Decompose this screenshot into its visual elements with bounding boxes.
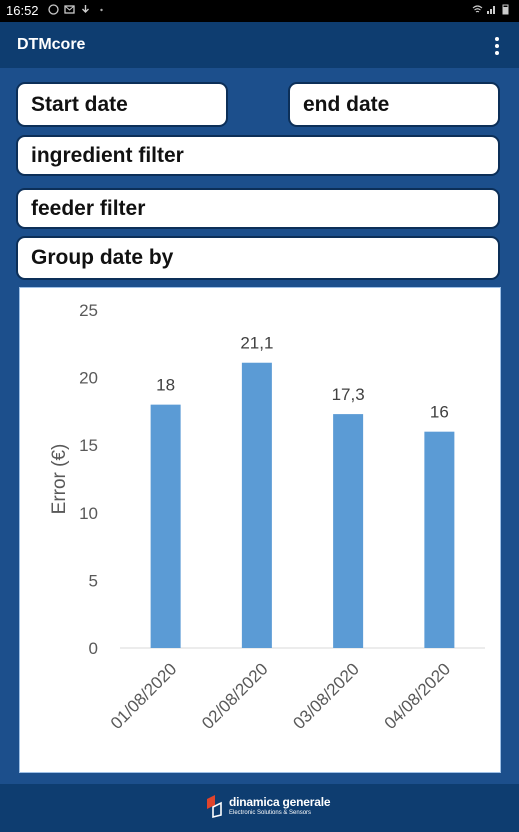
bar [150, 404, 181, 648]
feeder-filter-field[interactable]: feeder filter [16, 188, 500, 229]
data-label: 18 [156, 376, 175, 395]
app-bar: DTMcore [0, 22, 519, 68]
y-tick-label: 10 [79, 504, 98, 523]
app-title: DTMcore [17, 36, 86, 53]
status-right-icons [472, 4, 511, 15]
y-tick-label: 25 [79, 301, 98, 320]
app-notification-icon [48, 4, 59, 15]
bar [424, 431, 455, 648]
y-tick-label: 5 [89, 571, 98, 590]
dinamica-generale-logo: dinamica generale Electronic Solutions &… [203, 793, 331, 819]
battery-icon [502, 4, 509, 15]
x-tick-label: 04/08/2020 [381, 659, 455, 733]
y-tick-label: 20 [79, 369, 98, 388]
y-axis-title: Error (€) [49, 444, 70, 515]
dot-icon [100, 8, 103, 12]
group-date-by-field[interactable]: Group date by [16, 236, 500, 280]
status-time: 16:52 [6, 3, 39, 18]
wifi-icon [472, 5, 483, 13]
data-label: 16 [430, 403, 449, 422]
start-date-field[interactable]: Start date [16, 82, 228, 127]
logo-brand-text: dinamica generale [229, 795, 331, 809]
y-tick-label: 15 [79, 436, 98, 455]
x-tick-label: 02/08/2020 [198, 659, 272, 733]
status-left-icons [48, 4, 107, 15]
footer: dinamica generale Electronic Solutions &… [0, 784, 519, 832]
data-label: 17,3 [332, 385, 365, 404]
more-vert-icon[interactable] [493, 37, 501, 55]
download-icon [82, 5, 89, 13]
bar [333, 414, 364, 648]
bar [241, 362, 272, 648]
y-tick-label: 0 [89, 639, 98, 658]
mail-icon [64, 5, 75, 14]
ingredient-filter-field[interactable]: ingredient filter [16, 135, 500, 176]
end-date-field[interactable]: end date [288, 82, 500, 127]
error-bar-chart: 0 5 10 15 20 25 Error (€) 18 01/08/2020 21,1 02/08… [19, 287, 501, 773]
signal-icon [487, 6, 495, 14]
brand-logo-icon [207, 795, 222, 819]
chart-svg: 0 5 10 15 20 25 Error (€) 18 01/08/2020 21,1 02/08… [49, 301, 485, 733]
x-tick-label: 03/08/2020 [289, 659, 363, 733]
x-tick-label: 01/08/2020 [107, 659, 181, 733]
status-bar: 16:52 [0, 0, 519, 22]
data-label: 21,1 [240, 334, 273, 353]
logo-tagline-text: Electronic Solutions & Sensors [229, 810, 312, 816]
